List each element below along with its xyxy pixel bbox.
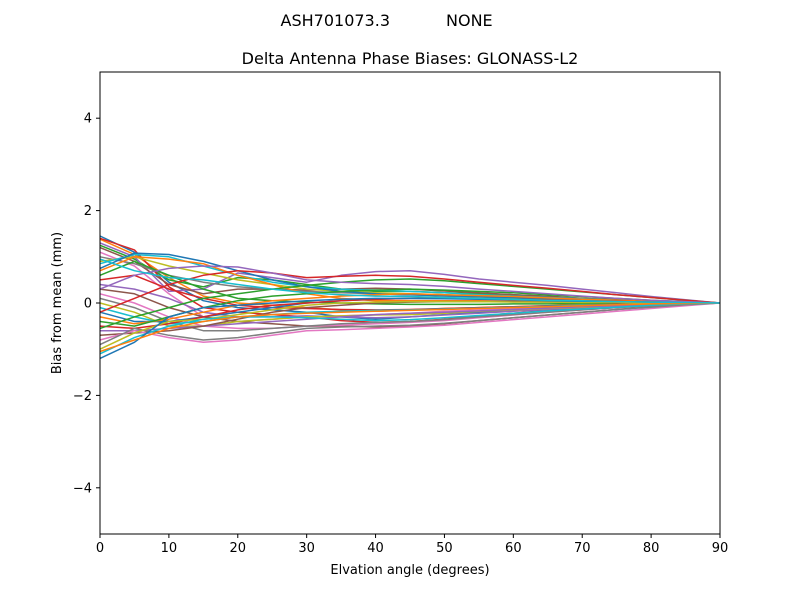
x-tick-label: 0 [96,541,104,556]
series-line-az-350 [99,258,721,304]
y-tick-label: −2 [73,389,92,404]
x-tick-label: 50 [436,541,453,556]
series-line-az-120 [99,260,720,306]
y-tick-label: 0 [84,297,92,312]
series-line-az-270 [99,302,721,346]
series-line-az-310 [99,302,721,353]
x-tick-label: 80 [643,541,660,556]
chart-title: Delta Antenna Phase Biases: GLONASS-L2 [242,49,579,68]
y-axis: −4 −2 0 2 4 [73,112,100,496]
x-tick-label: 90 [712,541,729,556]
x-tick-label: 70 [574,541,591,556]
suptitle-radome: NONE [446,11,493,30]
series-line-az-340 [99,265,721,304]
series-line-az-290 [99,302,721,355]
y-axis-label: Bias from mean (mm) [50,232,65,374]
x-tick-label: 40 [367,541,384,556]
series-layer [99,235,721,360]
x-axis: 0 10 20 30 40 50 60 70 80 90 [96,534,728,556]
series-line-az-260 [99,302,721,344]
suptitle-antenna-id: ASH701073.3 [281,11,390,30]
x-tick-label: 60 [505,541,522,556]
x-axis-label: Elvation angle (degrees) [330,563,489,578]
x-tick-label: 20 [230,541,247,556]
series-line-az-330 [99,269,721,313]
y-tick-label: −4 [73,481,92,496]
y-tick-label: 4 [84,112,92,127]
series-line-az-210 [99,293,721,325]
y-tick-label: 2 [84,204,92,219]
x-tick-label: 10 [161,541,178,556]
x-tick-label: 30 [298,541,315,556]
